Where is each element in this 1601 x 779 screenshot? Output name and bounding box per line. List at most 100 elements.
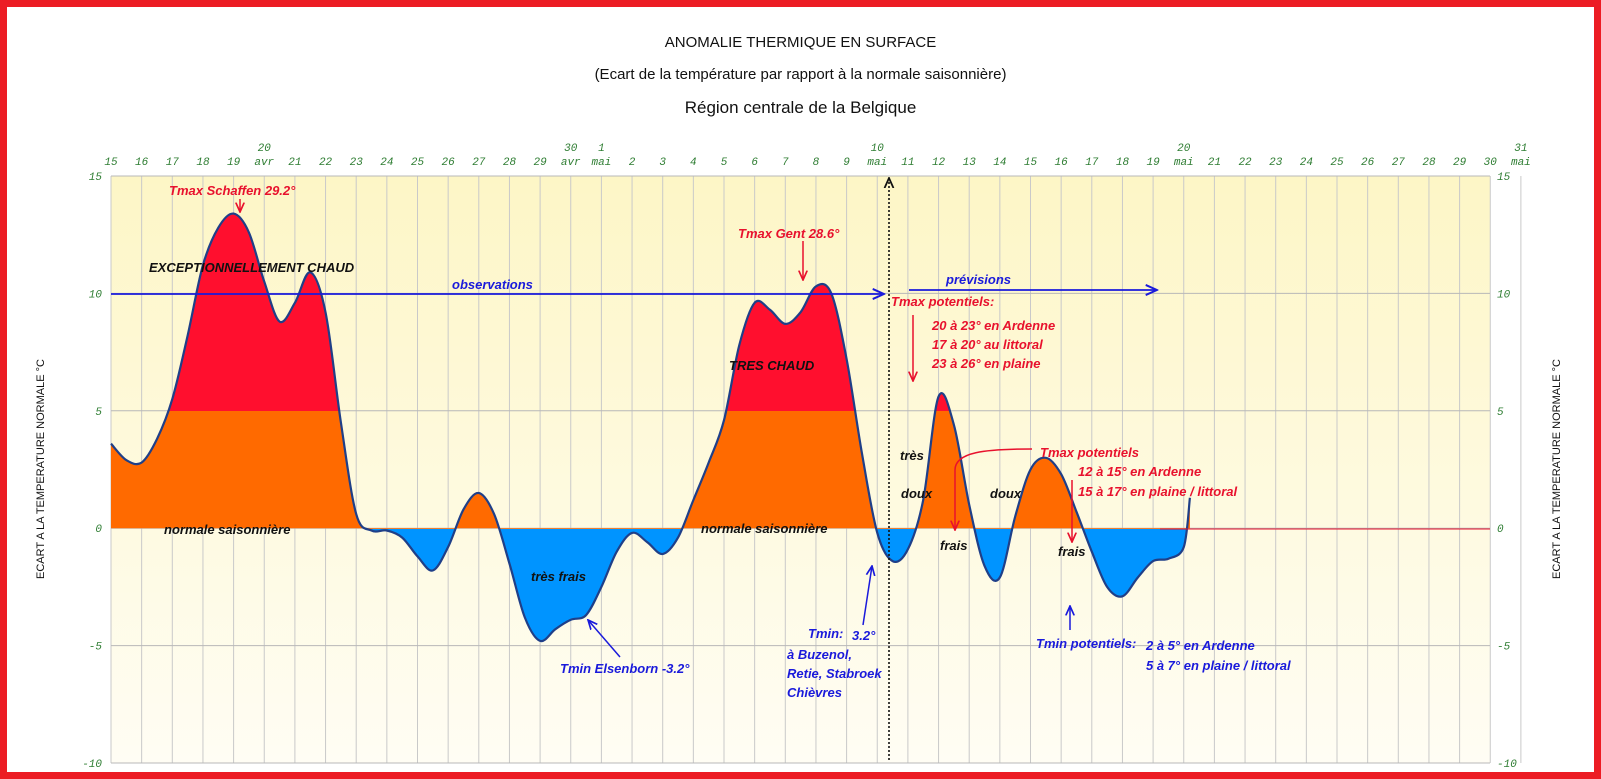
label-tres: très (900, 448, 924, 463)
x-tick-35: 19 (1146, 157, 1160, 169)
y-tick-right-10: 10 (1497, 289, 1511, 301)
y-tick-right-15: 15 (1497, 172, 1511, 184)
chart-title: ANOMALIE THERMIQUE EN SURFACE (664, 34, 937, 51)
x-tick-11: 25 (411, 157, 425, 169)
label-doux-2: doux (990, 486, 1022, 501)
x-tick-34: 18 (1116, 157, 1130, 169)
x-tick-month-17: mai (591, 157, 611, 169)
x-tick-42: 26 (1361, 157, 1375, 169)
x-tick-27: 11 (901, 157, 914, 169)
x-tick-28: 12 (932, 157, 946, 169)
x-tick-3: 17 (166, 157, 180, 169)
y-tick-left-5: 5 (95, 407, 102, 419)
label-tres-chaud: TRES CHAUD (729, 358, 815, 373)
x-tick-24: 8 (813, 157, 820, 169)
x-tick-15: 29 (533, 157, 547, 169)
x-tick-29: 13 (963, 157, 977, 169)
x-tick-36: 20 (1177, 143, 1191, 155)
label-tmax-pot-1-l3: 23 à 26° en plaine (931, 356, 1041, 371)
x-tick-47: 31 (1514, 143, 1527, 155)
x-tick-18: 2 (629, 157, 636, 169)
x-tick-25: 9 (843, 157, 850, 169)
x-tick-22: 6 (751, 157, 758, 169)
x-tick-37: 21 (1208, 157, 1221, 169)
y-tick-left--10: -10 (82, 759, 102, 771)
x-tick-month-47: mai (1511, 157, 1531, 169)
x-tick-10: 24 (380, 157, 393, 169)
label-observations: observations (452, 277, 533, 292)
x-tick-5: 19 (227, 157, 241, 169)
x-tick-26: 10 (871, 143, 885, 155)
x-tick-13: 27 (472, 157, 486, 169)
label-tmax-schaffen: Tmax Schaffen 29.2° (169, 183, 296, 198)
label-tres-frais: très frais (531, 569, 586, 584)
x-tick-30: 14 (993, 157, 1006, 169)
label-previsions: prévisions (945, 272, 1011, 287)
x-tick-6: 20 (258, 143, 272, 155)
label-tmin-value: 3.2° (852, 628, 876, 643)
x-tick-17: 1 (598, 143, 605, 155)
y-tick-left-15: 15 (89, 172, 103, 184)
label-frais-2: frais (1058, 544, 1085, 559)
y-tick-labels: 15 15 10 10 5 5 0 0 -5 -5 -10 -10 (82, 172, 1517, 771)
label-normale-1: normale saisonnière (164, 522, 290, 537)
label-normale-2: normale saisonnière (701, 521, 827, 536)
x-tick-4: 18 (196, 157, 210, 169)
label-tmax-pot-2-l1: 12 à 15° en Ardenne (1078, 464, 1201, 479)
x-tick-43: 27 (1392, 157, 1406, 169)
y-tick-right-0: 0 (1497, 524, 1504, 536)
area-exceptionnellement-chaud (168, 213, 951, 411)
label-tmax-gent: Tmax Gent 28.6° (738, 226, 840, 241)
x-tick-45: 29 (1453, 157, 1467, 169)
x-tick-9: 23 (350, 157, 364, 169)
arrow-tmin-elsenborn (588, 620, 621, 658)
x-tick-20: 4 (690, 157, 697, 169)
x-tick-19: 3 (659, 157, 666, 169)
y-axis-label-left: ECART A LA TEMPERATURE NORMALE °C (35, 359, 47, 579)
x-tick-44: 28 (1422, 157, 1436, 169)
y-axis-label-right: ECART A LA TEMPERATURE NORMALE °C (1551, 359, 1563, 579)
x-tick-31: 15 (1024, 157, 1038, 169)
x-tick-14: 28 (503, 157, 517, 169)
label-tmax-pot-2-l2: 15 à 17° en plaine / littoral (1078, 484, 1237, 499)
x-tick-32: 16 (1055, 157, 1069, 169)
x-tick-month-6: avr (254, 157, 274, 169)
arrow-tmax-pot-2 (955, 448, 1033, 530)
label-tmax-pot-1-l2: 17 à 20° au littoral (932, 337, 1043, 352)
label-tmin-pot-l2: 5 à 7° en plaine / littoral (1146, 658, 1291, 673)
x-tick-39: 23 (1269, 157, 1283, 169)
label-doux-1: doux (901, 486, 933, 501)
x-tick-month-16: avr (561, 157, 581, 169)
x-tick-46: 30 (1484, 157, 1498, 169)
x-tick-21: 5 (721, 157, 728, 169)
label-tmax-pot-1-l1: 20 à 23° en Ardenne (931, 318, 1055, 333)
y-tick-left-10: 10 (89, 289, 103, 301)
anomaly-curve (110, 212, 1191, 643)
chart-subtitle: (Ecart de la température par rapport à l… (594, 66, 1007, 83)
y-tick-left--5: -5 (89, 642, 103, 654)
y-tick-right--10: -10 (1497, 759, 1517, 771)
x-tick-40: 24 (1300, 157, 1313, 169)
x-tick-41: 25 (1330, 157, 1344, 169)
x-tick-16: 30 (564, 143, 578, 155)
x-tick-38: 22 (1238, 157, 1252, 169)
chart-region: Région centrale de la Belgique (684, 98, 917, 117)
label-frais-1: frais (940, 538, 967, 553)
label-tmax-pot-1: Tmax potentiels: (891, 294, 994, 309)
label-tmin-pot: Tmin potentiels: (1036, 636, 1136, 651)
label-tmin-place-2: Retie, Stabroek (787, 666, 882, 681)
x-tick-12: 26 (442, 157, 456, 169)
label-exceptionnellement-chaud: EXCEPTIONNELLEMENT CHAUD (149, 260, 355, 275)
x-tick-8: 22 (319, 157, 333, 169)
label-tmax-pot-2: Tmax potentiels (1040, 445, 1139, 460)
label-tmin-elsenborn: Tmin Elsenborn -3.2° (560, 661, 690, 676)
area-chaud (111, 411, 1190, 529)
x-tick-7: 21 (288, 157, 301, 169)
x-tick-1: 15 (104, 157, 118, 169)
y-tick-left-0: 0 (95, 524, 102, 536)
y-tick-right--5: -5 (1497, 642, 1511, 654)
label-tmin-pot-l1: 2 à 5° en Ardenne (1145, 638, 1255, 653)
x-tick-33: 17 (1085, 157, 1099, 169)
